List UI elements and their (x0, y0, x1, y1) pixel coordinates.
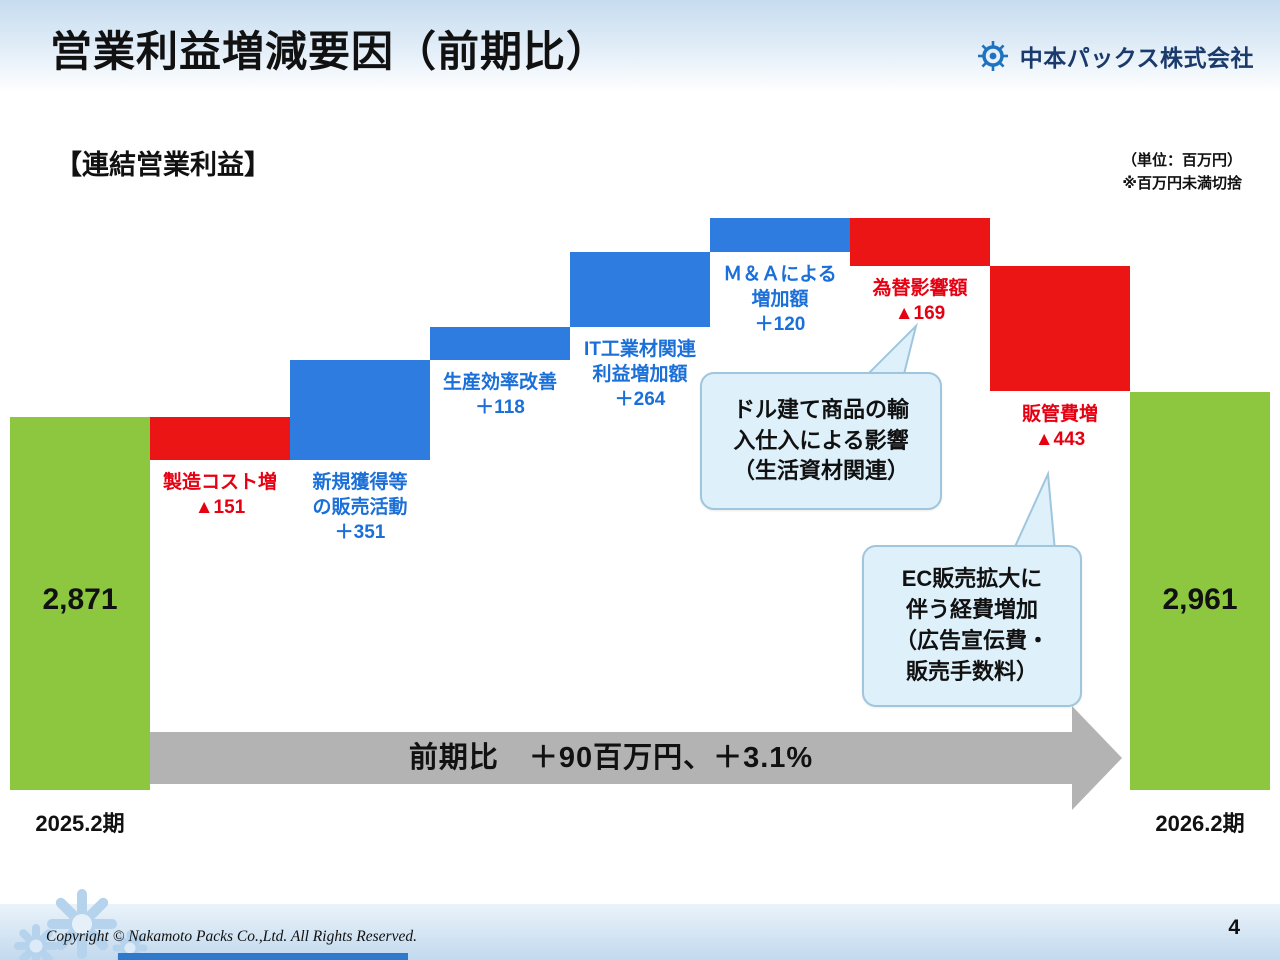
company-logo: 中本パックス株式会社 (975, 38, 1254, 74)
page-number: 4 (1228, 916, 1240, 939)
copyright-text: Copyright © Nakamoto Packs Co.,Ltd. All … (46, 928, 417, 945)
unit-notes: （単位：百万円） ※百万円未満切捨 (1122, 150, 1242, 195)
callout-fx-impact-text: ドル建て商品の輸 入仕入による影響 （生活資材関連） (732, 396, 909, 484)
callout-ec-expense-text: EC販売拡大に 伴う経費増加 （広告宣伝費・ 販売手数料） (894, 566, 1049, 684)
total-value-label: 2,871 (42, 583, 118, 616)
footer-watermark-gears-icon (14, 889, 148, 960)
waterfall-bar-7 (990, 265, 1130, 392)
waterfall-bar-1 (150, 417, 290, 460)
ship-wheel-logo-icon (977, 41, 1008, 71)
axis-label: 2026.2期 (1155, 811, 1245, 836)
summary-arrow-text: 前期比 ＋90百万円、＋3.1% (408, 742, 814, 774)
callout-fx-impact: ドル建て商品の輸 入仕入による影響 （生活資材関連） (700, 372, 942, 510)
summary-arrow: 前期比 ＋90百万円、＋3.1% (150, 732, 1072, 784)
waterfall-bar-2 (290, 360, 430, 460)
bar-label: Ｍ＆Ａによる 増加額 ＋120 (723, 263, 837, 335)
callout-ec-expense: EC販売拡大に 伴う経費増加 （広告宣伝費・ 販売手数料） (862, 545, 1082, 707)
footer-band (0, 904, 1280, 960)
bar-label: 新規獲得等 の販売活動 ＋351 (312, 472, 408, 544)
axis-label: 2025.2期 (35, 811, 125, 836)
bar-label: 生産効率改善 ＋118 (442, 372, 557, 419)
bottom-accent-strip (118, 953, 408, 960)
company-name: 中本パックス株式会社 (1019, 45, 1254, 71)
waterfall-bar-4 (570, 251, 710, 327)
waterfall-bar-8 (1130, 391, 1270, 790)
bar-label: IT工業材関連 利益増加額 ＋264 (584, 338, 696, 410)
waterfall-bar-6 (850, 217, 990, 266)
rounding-note: ※百万円未満切捨 (1122, 174, 1242, 192)
header-band (0, 0, 1280, 92)
summary-arrow-head-icon (1072, 706, 1122, 810)
total-value-label: 2,961 (1162, 583, 1238, 616)
chart-section-title: 【連結営業利益】 (55, 150, 271, 180)
bar-label: 販管費増 ▲443 (1021, 403, 1098, 450)
waterfall-bar-5 (710, 217, 850, 252)
bar-label: 製造コスト増 ▲151 (162, 472, 277, 519)
waterfall-bar-3 (430, 326, 570, 361)
unit-note: （単位：百万円） (1121, 152, 1242, 169)
waterfall-bar-0 (10, 417, 150, 790)
page-title: 営業利益増減要因（前期比） (50, 28, 610, 75)
bar-label: 為替影響額 ▲169 (872, 277, 968, 324)
